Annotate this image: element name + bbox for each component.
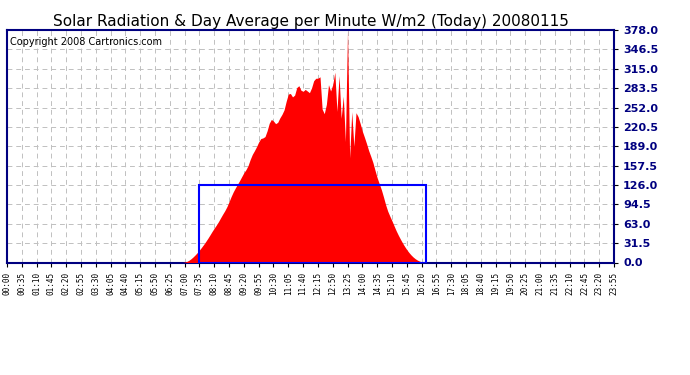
Bar <box>199 185 426 262</box>
Text: Copyright 2008 Cartronics.com: Copyright 2008 Cartronics.com <box>10 37 162 47</box>
Title: Solar Radiation & Day Average per Minute W/m2 (Today) 20080115: Solar Radiation & Day Average per Minute… <box>52 14 569 29</box>
